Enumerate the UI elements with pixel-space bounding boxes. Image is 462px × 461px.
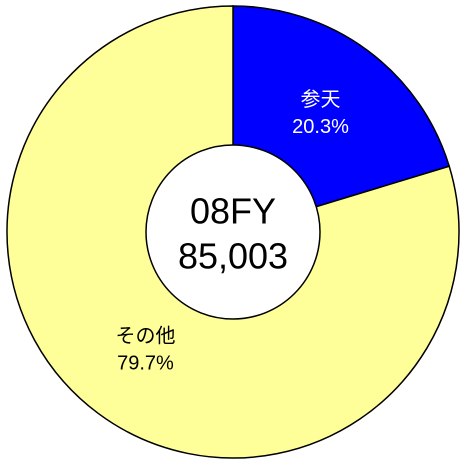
- slice-value-label: 20.3%: [292, 116, 349, 138]
- slice-category-label: 参天: [301, 88, 341, 111]
- center-title: 08FY: [190, 191, 276, 232]
- donut-hole: [145, 144, 321, 320]
- slice-value-label: 79.7%: [117, 352, 174, 374]
- slice-category-label: その他: [115, 324, 175, 347]
- center-total: 85,003: [178, 236, 288, 277]
